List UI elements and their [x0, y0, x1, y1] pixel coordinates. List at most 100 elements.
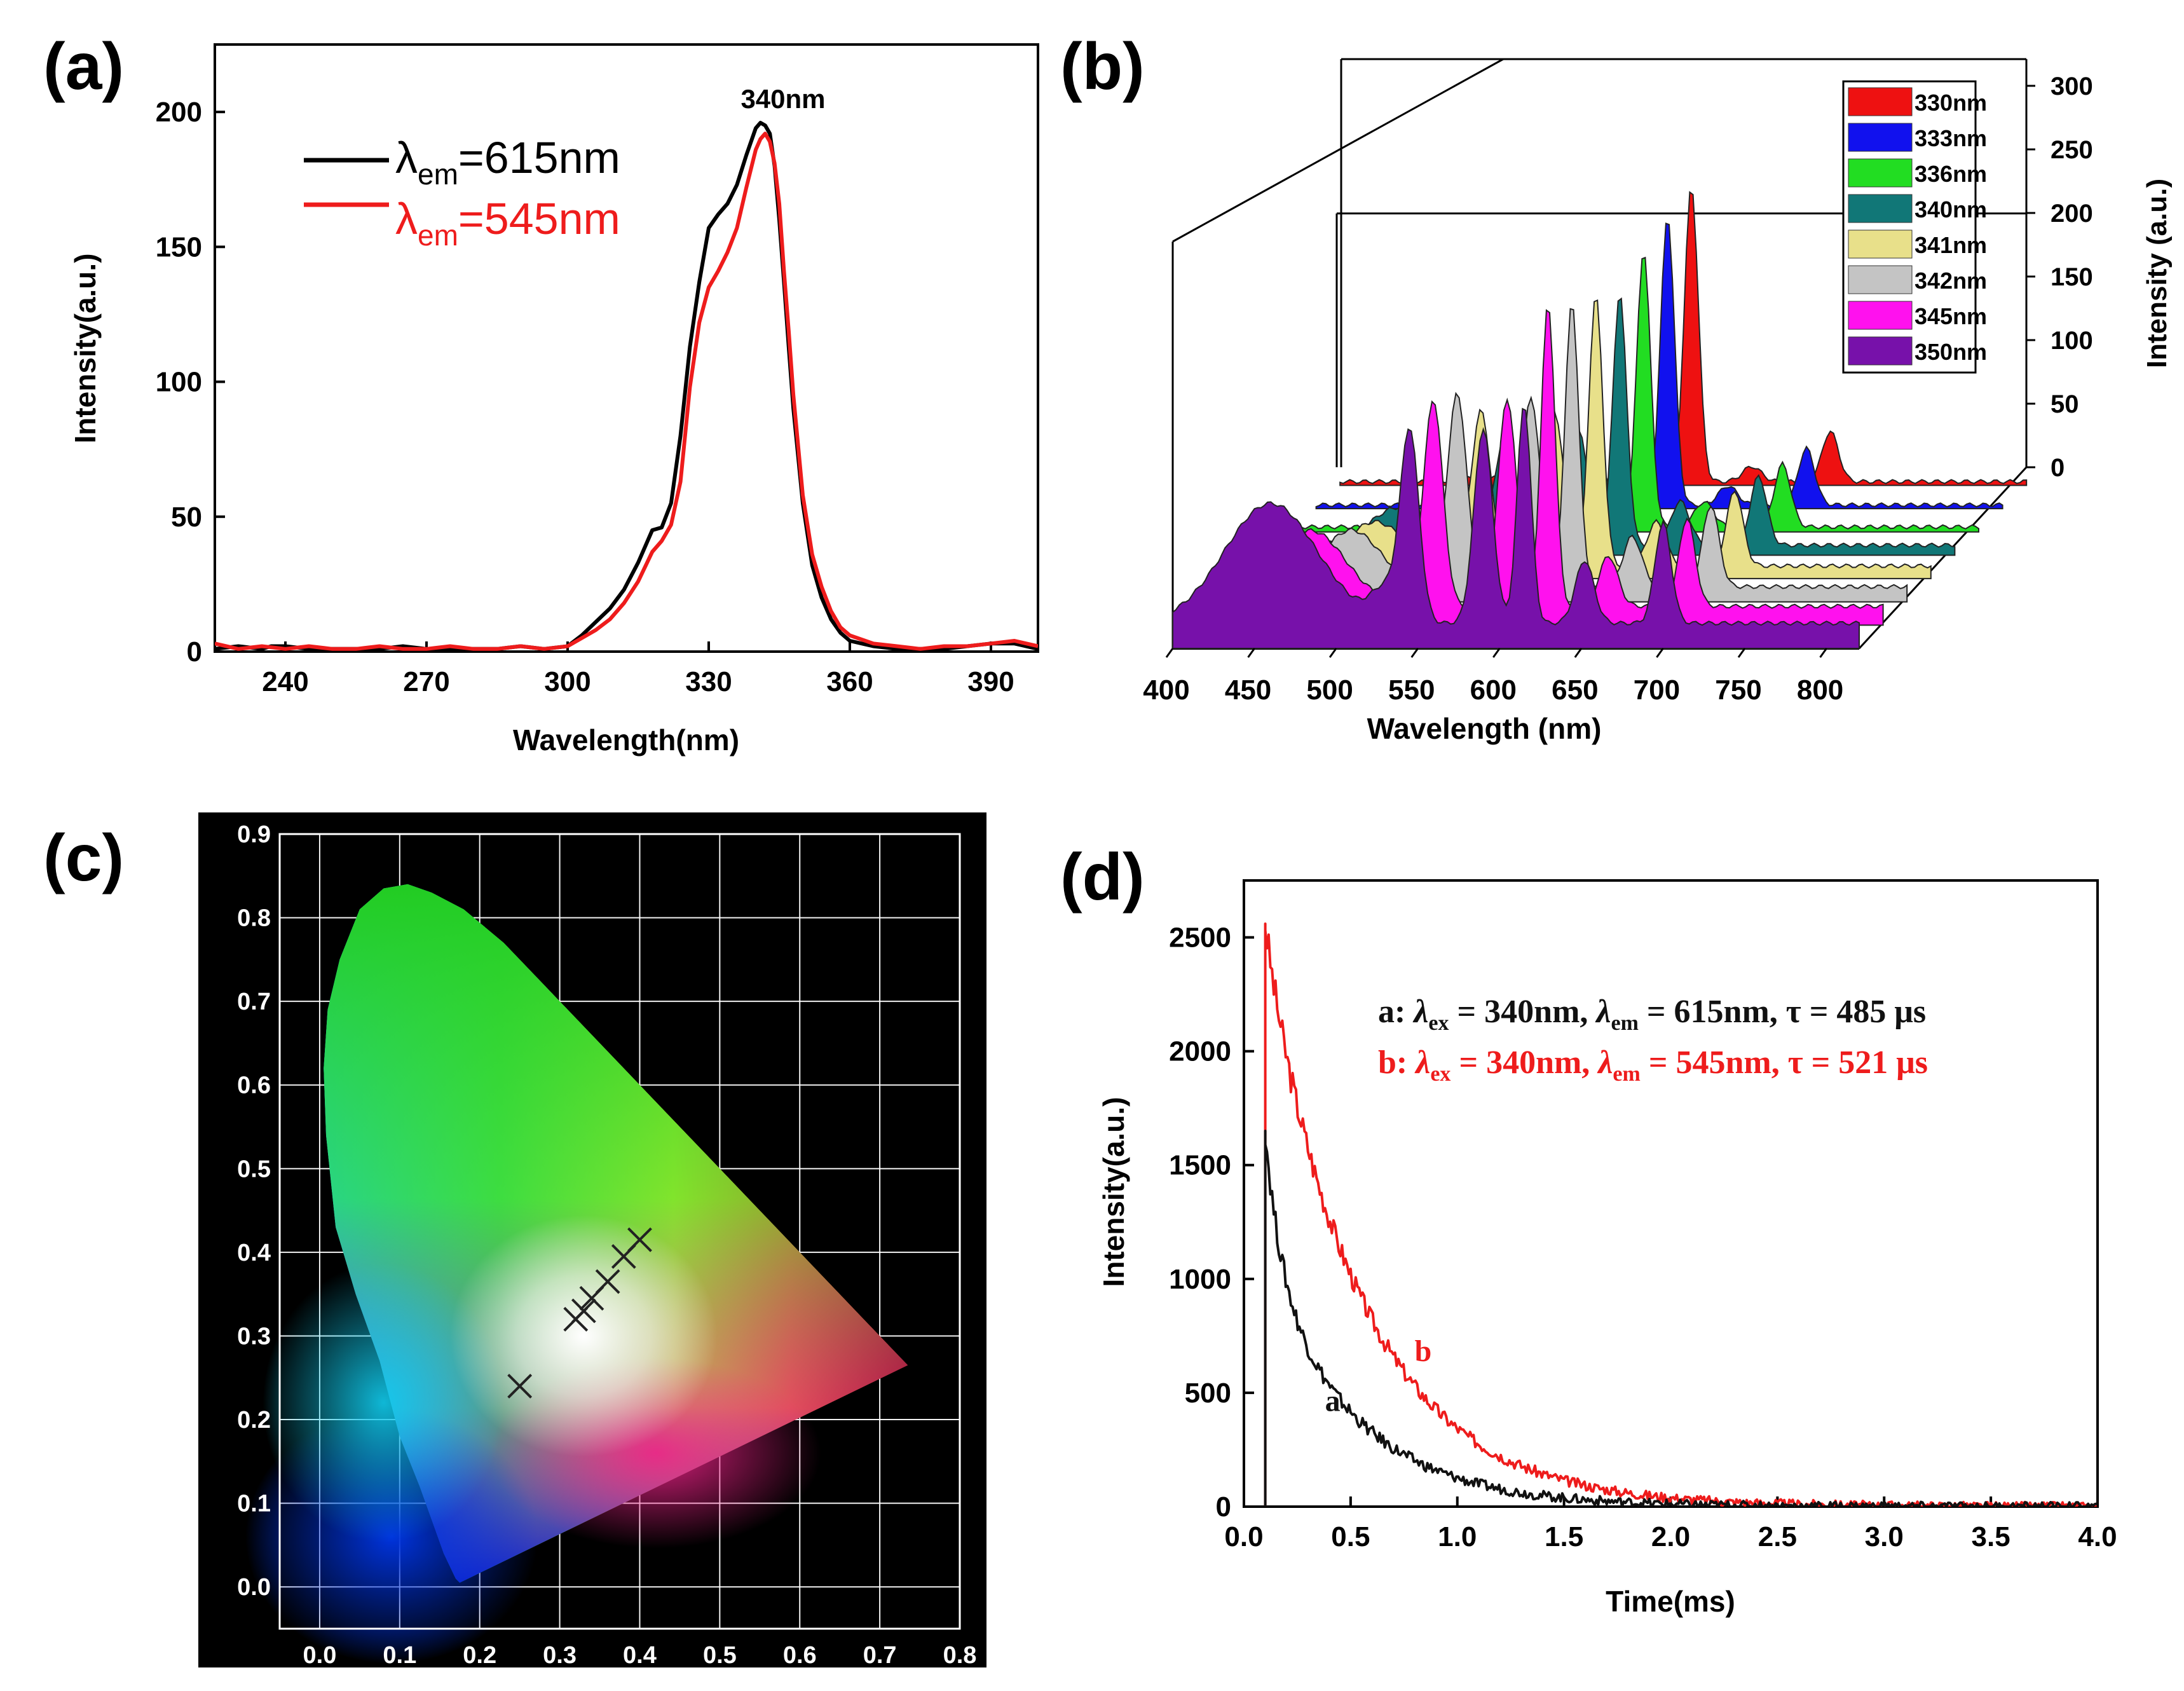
- x-tick-label-c: 0.0: [303, 1642, 337, 1669]
- x-tick-label-c: 0.4: [623, 1642, 657, 1669]
- x-tick-label-a: 390: [967, 666, 1014, 697]
- legend-swatch-b: [1848, 87, 1913, 116]
- plot-frame-a: [214, 43, 1039, 653]
- panel-label-d: (d): [1060, 840, 1145, 914]
- y-tick-label-c: 0.7: [237, 989, 271, 1015]
- x-tick-label-a: 240: [262, 666, 308, 697]
- series-area-b-341nm: [1243, 299, 1932, 580]
- x-tick-label-d: 1.5: [1545, 1521, 1583, 1552]
- x-tick-label-a: 270: [403, 666, 449, 697]
- legend-label-b: 336nm: [1914, 161, 1987, 187]
- x-tick-label-d: 0.0: [1224, 1521, 1263, 1552]
- x-tick-b: [1328, 648, 1337, 658]
- x-tick-b: [1247, 648, 1255, 658]
- panel-d: (d) 0.0 0.5 1.0 1.5 2.0 2.5 3.0 3.5 4.0 0 500 1000 1…: [1060, 840, 2117, 1618]
- y-axis-label-d: Intensity(a.u.): [1097, 1097, 1130, 1287]
- cie-cyan-region: [263, 1263, 505, 1543]
- cie-point-0: [507, 1374, 533, 1399]
- legend-label-b: 342nm: [1914, 268, 1987, 294]
- x-tick-b: [1492, 648, 1501, 658]
- legend-label-b: 340nm: [1914, 196, 1987, 222]
- y-tick-label-d: 1500: [1169, 1150, 1231, 1181]
- legend-swatch-b: [1848, 123, 1913, 152]
- axes-b: 400 450 500 550 600 650 700 750 800 0 50 100 150 200 2…: [1143, 72, 2092, 706]
- legend-entry-545: λem=545nm: [395, 194, 620, 252]
- y-tick-label-c: 0.8: [237, 905, 271, 932]
- series-group-b: [1172, 191, 2028, 649]
- z-tick-label-b: 200: [2051, 200, 2093, 228]
- box-edge-b: [1172, 58, 1504, 243]
- y-tick-label-a: 50: [171, 502, 202, 533]
- axes-d: 0.0 0.5 1.0 1.5 2.0 2.5 3.0 3.5 4.0 0 500 1000 1500 2…: [1169, 922, 2117, 1552]
- x-tick-label-d: 2.0: [1651, 1521, 1690, 1552]
- y-tick-label-d: 0: [1216, 1491, 1231, 1523]
- cie-point-6: [627, 1227, 652, 1252]
- y-tick-label-c: 0.0: [237, 1574, 271, 1601]
- legend-swatch-b: [1848, 301, 1913, 330]
- points-group-c: [507, 1227, 652, 1399]
- decay-curve-a: [1264, 1130, 2098, 1507]
- cie-diagram: [245, 833, 961, 1664]
- x-tick-b: [1656, 648, 1664, 658]
- x-tick-label-b: 800: [1797, 674, 1843, 706]
- x-tick-b: [1574, 648, 1583, 658]
- series-line-a-1: [215, 132, 1038, 651]
- x-tick-b: [1819, 648, 1827, 658]
- legend-a: λem=615nm λem=545nm: [304, 133, 620, 252]
- y-tick-label-a: 200: [156, 97, 202, 128]
- cie-white-point-region: [450, 1215, 718, 1457]
- x-tick-label-b: 400: [1143, 674, 1189, 706]
- y-tick-label-c: 0.1: [237, 1491, 271, 1517]
- legend-swatch-b: [1848, 158, 1913, 188]
- x-tick-label-c: 0.2: [463, 1642, 496, 1669]
- x-tick-label-d: 2.5: [1758, 1521, 1797, 1552]
- legend-line-b-d: b: λex = 340nm, λem = 545nm, τ = 521 μs: [1378, 1044, 1928, 1086]
- y-axis-label-a: Intensity(a.u.): [69, 253, 102, 443]
- series-line-a-0: [215, 121, 1038, 651]
- legend-swatch-b: [1848, 336, 1913, 366]
- x-tick-label-b: 750: [1715, 674, 1761, 706]
- x-tick-label-a: 300: [544, 666, 590, 697]
- legend-label-b: 350nm: [1914, 339, 1987, 365]
- y-tick-label-a: 100: [156, 367, 202, 398]
- z-tick-label-b: 100: [2051, 327, 2093, 355]
- x-tick-label-a: 330: [685, 666, 732, 697]
- series-area-b-350nm: [1172, 407, 1860, 649]
- legend-entry-615: λem=615nm: [395, 133, 620, 191]
- panel-a: (a) 240 270 300 330 360 390 0 50 100 150 200 340nm…: [43, 30, 1039, 756]
- series-area-b-340nm: [1267, 297, 1956, 556]
- y-tick-label-d: 1000: [1169, 1264, 1231, 1295]
- curve-label-a-d: a: [1325, 1385, 1341, 1418]
- panel-label-a: (a): [43, 30, 124, 104]
- x-tick-label-b: 450: [1225, 674, 1271, 706]
- peak-annotation-a: 340nm: [741, 84, 825, 114]
- y-tick-label-d: 2000: [1169, 1036, 1231, 1067]
- legend-line-a-d: a: λex = 340nm, λem = 615nm, τ = 485 μs: [1378, 994, 1926, 1035]
- series-area-b-342nm: [1220, 308, 1908, 603]
- y-tick-label-a: 150: [156, 231, 202, 263]
- grid-frame-c: [278, 833, 961, 1630]
- legend-swatch-b: [1848, 194, 1913, 223]
- series-area-b-345nm: [1196, 309, 1884, 626]
- axes-c: 0.0 0.1 0.2 0.3 0.4 0.5 0.6 0.7 0.8 0.0 0.1 0.2 0.3 0…: [237, 821, 976, 1669]
- legend-d: a: λex = 340nm, λem = 615nm, τ = 485 μs …: [1378, 994, 1928, 1086]
- y-tick-label-c: 0.2: [237, 1407, 271, 1434]
- x-tick-label-c: 0.8: [943, 1642, 977, 1669]
- cie-point-2: [571, 1298, 596, 1324]
- panel-b: (b) 400 450 500 550 600 650 700 750 800 0 50 100 150…: [1060, 30, 2173, 745]
- y-tick-label-a: 0: [187, 636, 202, 668]
- x-tick-label-b: 550: [1388, 674, 1435, 706]
- legend-label-b: 330nm: [1914, 90, 1987, 116]
- x-tick-label-c: 0.1: [383, 1642, 416, 1669]
- x-tick-label-d: 3.5: [1972, 1521, 2010, 1552]
- y-tick-label-c: 0.5: [237, 1156, 271, 1182]
- cie-point-stroke: [507, 1374, 533, 1399]
- axes-a: 240 270 300 330 360 390 0 50 100 150 200: [156, 97, 1014, 697]
- curve-label-b-d: b: [1415, 1334, 1432, 1368]
- legend-swatch-b: [1848, 265, 1913, 294]
- x-tick-label-d: 1.0: [1438, 1521, 1477, 1552]
- y-tick-label-c: 0.4: [237, 1240, 271, 1266]
- x-tick-b: [1165, 648, 1174, 658]
- x-tick-label-b: 700: [1634, 674, 1680, 706]
